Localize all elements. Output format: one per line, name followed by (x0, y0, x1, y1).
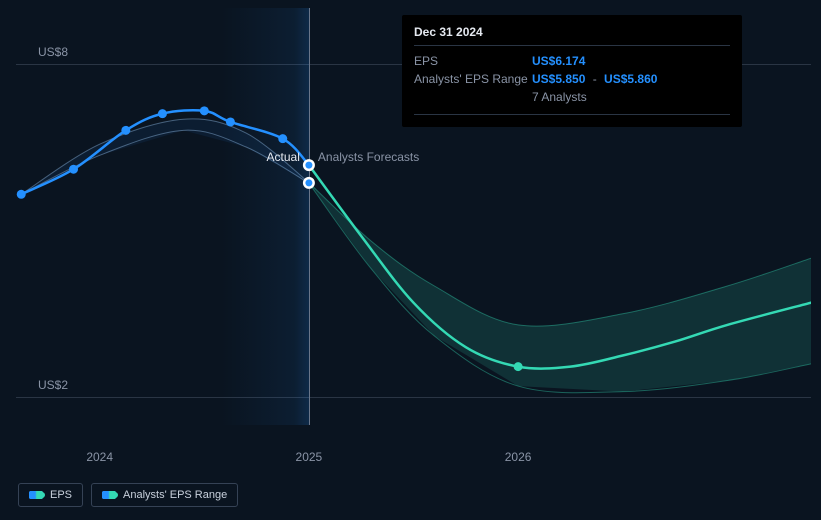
region-label-actual: Actual (267, 150, 300, 164)
legend-swatch-eps (29, 491, 43, 499)
legend-item-eps[interactable]: EPS (18, 483, 83, 507)
tooltip-eps-value: US$6.174 (532, 54, 585, 68)
legend-item-range[interactable]: Analysts' EPS Range (91, 483, 238, 507)
tooltip-range-high: US$5.860 (604, 72, 657, 86)
tooltip-date: Dec 31 2024 (414, 25, 730, 46)
legend-label-range: Analysts' EPS Range (123, 489, 227, 501)
legend-swatch-range (102, 491, 116, 499)
tooltip-range-label: Analysts' EPS Range (414, 72, 532, 86)
legend: EPS Analysts' EPS Range (18, 483, 238, 507)
tooltip-range-low: US$5.850 (532, 72, 585, 86)
tooltip-range-dash: - (585, 72, 604, 86)
tooltip: Dec 31 2024 EPS US$6.174 Analysts' EPS R… (402, 15, 742, 127)
legend-label-eps: EPS (50, 489, 72, 501)
region-label-forecast: Analysts Forecasts (318, 150, 419, 164)
tooltip-eps-label: EPS (414, 54, 532, 68)
tooltip-analysts-count: 7 Analysts (532, 90, 587, 104)
